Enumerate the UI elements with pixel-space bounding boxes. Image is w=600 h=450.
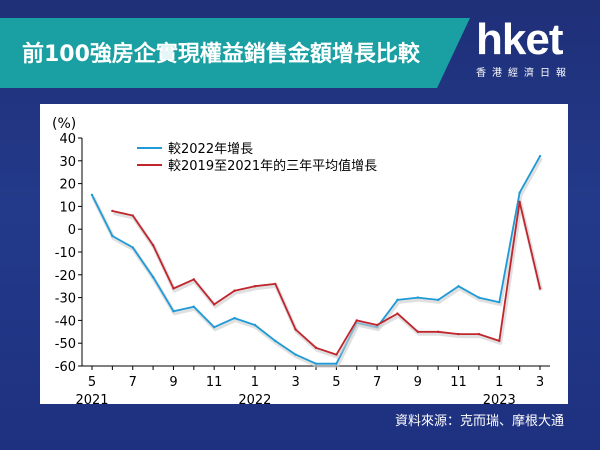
x-tick-label: 3 (536, 375, 544, 390)
logo-subtitle: 香港經濟日報 (476, 68, 572, 79)
y-axis-label: (%) (52, 116, 76, 132)
data-point (314, 362, 318, 365)
data-point (335, 362, 338, 365)
data-point (172, 287, 175, 290)
y-tick-label: 20 (59, 178, 76, 193)
y-tick-label: 40 (59, 132, 76, 147)
y-tick-label: -50 (55, 337, 76, 352)
x-tick-label: 3 (291, 375, 299, 390)
data-point (416, 330, 420, 333)
data-point (538, 155, 542, 158)
data-point (375, 323, 379, 327)
data-point (518, 191, 521, 194)
data-point (212, 326, 216, 329)
data-point (131, 246, 134, 249)
data-point (457, 285, 460, 288)
data-point (477, 332, 481, 336)
y-tick-label: -60 (55, 360, 76, 375)
data-point (477, 296, 481, 299)
data-point (416, 296, 420, 299)
data-point (111, 234, 114, 238)
y-tick-label: 0 (68, 223, 76, 238)
x-tick-label: 1 (495, 375, 503, 390)
x-tick-label: 7 (373, 375, 381, 390)
data-point (151, 243, 155, 247)
data-point (396, 298, 399, 302)
y-tick-label: -40 (55, 314, 76, 329)
data-point (498, 339, 501, 343)
data-point (90, 193, 94, 197)
y-tick-label: 10 (59, 200, 76, 215)
y-tick-label: 30 (59, 155, 76, 170)
x-year-label: 2023 (483, 393, 516, 404)
data-point (294, 328, 297, 331)
data-point (212, 303, 216, 306)
data-point (498, 300, 501, 304)
data-point (253, 323, 257, 327)
data-point (253, 285, 257, 288)
data-point (457, 332, 460, 336)
data-point (314, 346, 318, 349)
data-point (436, 298, 440, 302)
data-point (355, 319, 358, 322)
data-point (233, 289, 236, 292)
x-tick-label: 9 (414, 375, 422, 390)
hket-logo: hket 香港經濟日報 (476, 15, 572, 80)
data-point (192, 278, 196, 281)
series-shadow-2 (112, 201, 543, 359)
y-tick-label: -30 (55, 292, 76, 307)
title-banner (0, 18, 470, 88)
chart-panel: (%) 40 30 20 10 0 -10 -20 -30 -40 -50 -60 5 7 9 11 1 3 5 7 9… (40, 104, 568, 408)
data-point (518, 200, 521, 204)
y-tick-label: -20 (55, 269, 76, 284)
data-point (335, 353, 338, 356)
logo-wordmark: hket (476, 15, 563, 64)
x-tick-label: 5 (88, 375, 96, 390)
x-tick-label: 1 (251, 375, 259, 390)
data-point (151, 275, 155, 279)
data-point (274, 282, 277, 286)
data-point (233, 316, 236, 320)
x-tick-label: 11 (450, 375, 467, 390)
x-year-label: 2022 (238, 393, 271, 404)
data-point (172, 310, 175, 313)
data-point (111, 209, 114, 213)
x-tick-label: 11 (206, 375, 223, 390)
series-line-2 (112, 200, 541, 356)
data-point (294, 353, 297, 356)
chart-title: 前100強房企實現權益銷售金額增長比較 (22, 42, 420, 67)
data-point (274, 339, 277, 343)
data-point (396, 312, 399, 315)
legend-label-1: 較2022年增長 (168, 142, 253, 157)
source-note: 資料來源：克而瑞、摩根大通 (394, 414, 564, 429)
data-point (192, 305, 196, 308)
x-tick-label: 9 (169, 375, 177, 390)
data-point (131, 214, 134, 217)
y-tick-label: -10 (55, 246, 76, 261)
x-tick-label: 5 (332, 375, 340, 390)
legend-label-2: 較2019至2021年的三年平均值增長 (168, 158, 377, 174)
x-year-label: 2021 (75, 393, 108, 404)
data-point (538, 287, 542, 290)
x-tick-label: 7 (129, 375, 137, 390)
data-point (436, 330, 440, 333)
